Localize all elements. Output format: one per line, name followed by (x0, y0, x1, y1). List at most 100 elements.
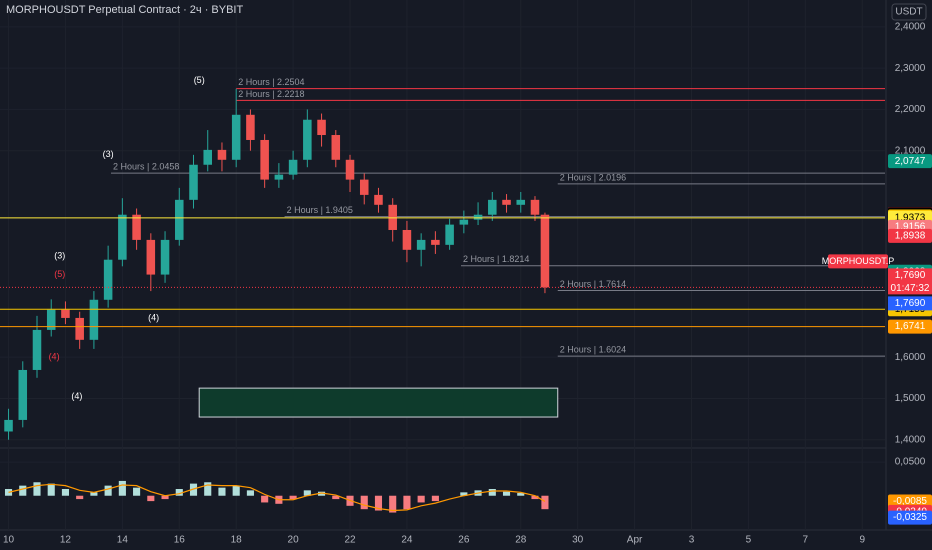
x-tick-label: 18 (231, 535, 243, 546)
wave-label: (3) (103, 149, 114, 159)
histogram-bar (261, 495, 269, 503)
candle-body (160, 239, 170, 275)
histogram-bar (147, 495, 155, 502)
candle-body (416, 239, 426, 250)
x-tick-label: 14 (117, 535, 129, 546)
candle-body (189, 164, 198, 200)
level-label: 2 Hours | 1.7614 (560, 279, 626, 289)
candle-body (146, 239, 156, 275)
candle-body (61, 309, 70, 318)
candle-body (288, 159, 298, 175)
price-badge (888, 510, 932, 525)
histogram-bar (460, 492, 468, 496)
x-tick-label: 12 (60, 535, 72, 546)
histogram-bar (104, 485, 112, 496)
histogram-bar (33, 482, 41, 496)
candle-body (516, 199, 526, 205)
candle-body (231, 114, 241, 160)
histogram-bar (431, 495, 439, 502)
candle-body (203, 149, 213, 165)
histogram-bar (389, 495, 397, 513)
candle-body (459, 219, 469, 225)
histogram-bar (175, 489, 183, 496)
candle-body (374, 194, 383, 205)
candle-body (540, 214, 550, 288)
histogram-bar (289, 495, 297, 500)
histogram-bar (47, 483, 55, 496)
candle-body (274, 174, 284, 180)
candle-body (18, 369, 28, 420)
y-tick-label: 2,3000 (895, 63, 926, 74)
x-tick-label: 10 (3, 535, 15, 546)
x-tick-label: Apr (627, 535, 643, 546)
y-tick-label: 1,4000 (895, 434, 926, 445)
histogram-bar (517, 493, 525, 496)
x-tick-label: 3 (689, 535, 695, 546)
candle-body (260, 139, 269, 180)
candle-body (317, 119, 326, 136)
candle-body (431, 239, 440, 245)
candle-body (246, 114, 255, 140)
price-badge-label: 1,6741 (895, 321, 926, 332)
currency-button[interactable] (891, 3, 927, 21)
histogram-bar (531, 495, 539, 500)
x-tick-label: 28 (515, 535, 527, 546)
candle-body (488, 199, 497, 215)
y-tick-label: 2,1000 (895, 145, 926, 156)
plot (0, 88, 885, 513)
price-badge (888, 154, 932, 169)
histogram-bar (417, 495, 425, 503)
x-tick-label: 16 (174, 535, 186, 546)
candle-body (345, 159, 355, 180)
candle-body (445, 224, 454, 245)
histogram-bar (541, 495, 549, 510)
x-tick-label: 22 (344, 535, 356, 546)
y-tick-label: 0,0500 (895, 457, 926, 468)
price-badge-label: -0,0325 (893, 512, 927, 523)
histogram-bar (303, 490, 311, 496)
price-badge-label: 2,0747 (895, 156, 926, 167)
histogram-bar (318, 491, 326, 496)
histogram-bar (246, 490, 254, 496)
candle-body (75, 317, 84, 340)
wave-label: (3) (54, 250, 65, 260)
candle-body (132, 214, 141, 240)
histogram-bar (232, 485, 240, 496)
price-badge (888, 319, 932, 334)
x-tick-label: 5 (746, 535, 752, 546)
x-tick-label: 26 (458, 535, 470, 546)
histogram-bar (118, 480, 126, 496)
chart-title: MORPHOUSDT Perpetual Contract · 2ч · BYB… (6, 4, 243, 16)
y-tick-label: 2,4000 (895, 21, 926, 32)
currency[interactable]: USDT (895, 7, 922, 18)
candle-body (359, 179, 369, 195)
histogram-bar (502, 491, 511, 496)
price-badge-label: -0,0085 (893, 496, 927, 507)
level-label: 2 Hours | 2.0458 (113, 161, 179, 171)
candle-body (46, 309, 56, 330)
y-tick-label: 1,5000 (895, 393, 926, 404)
level-label: 2 Hours | 1.8214 (463, 254, 529, 264)
price-mark-badge (888, 296, 932, 311)
histogram-bar (61, 489, 70, 496)
countdown: 01:47:32 (891, 283, 930, 294)
level-label: 2 Hours | 2.2218 (238, 89, 304, 99)
x-tick-label: 30 (572, 535, 584, 546)
histogram-bar (76, 495, 84, 500)
y-tick-label: 1,6000 (895, 352, 926, 363)
candle-body (530, 199, 540, 215)
candle-body (103, 259, 113, 300)
histogram-bar (403, 495, 411, 510)
histogram-bar (488, 489, 496, 496)
histogram-bar (360, 495, 368, 510)
signal-line (8, 483, 546, 512)
candle-body (175, 199, 184, 240)
wave-label: (5) (194, 75, 205, 85)
histogram-bar (332, 495, 340, 500)
candle-body (502, 199, 511, 205)
symbol-label: MORPHOUSDT.P (822, 256, 895, 266)
x-tick-label: 9 (859, 535, 865, 546)
candle-body (331, 135, 341, 160)
